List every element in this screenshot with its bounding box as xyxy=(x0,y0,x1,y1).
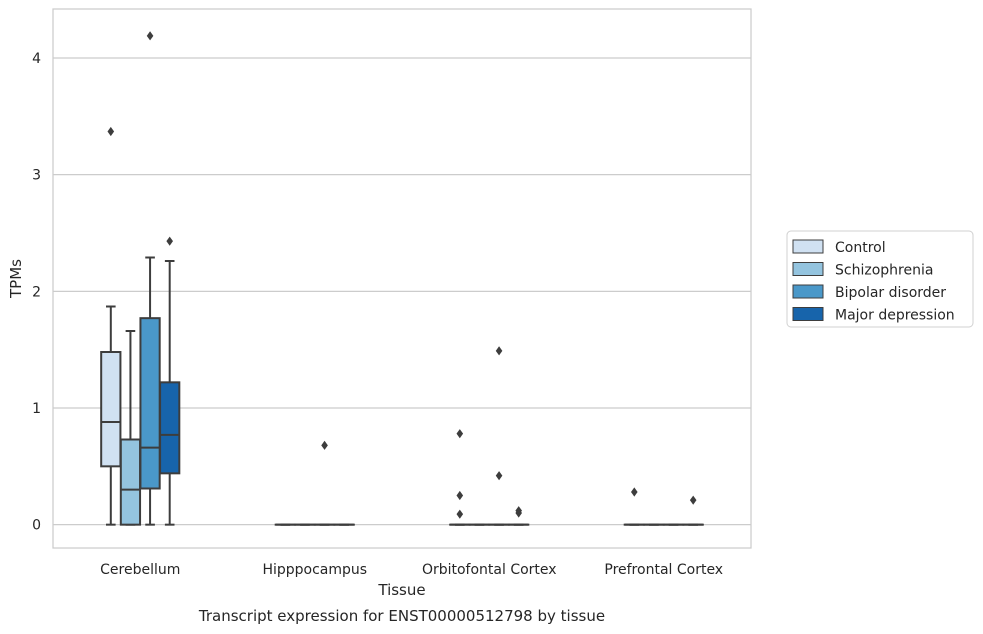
x-tick-labels: Cerebellum Hipppocampus Orbitofontal Corte… xyxy=(100,562,723,578)
legend-label: Major depression xyxy=(835,308,955,324)
y-tick-label: 3 xyxy=(32,168,41,184)
x-tick-label: Hipppocampus xyxy=(262,562,367,578)
box-schizophrenia-1 xyxy=(119,330,142,526)
legend-label: Schizophrenia xyxy=(835,263,933,279)
legend: Control Schizophrenia Bipolar disorder Majo… xyxy=(786,230,974,328)
outlier-point xyxy=(631,487,638,497)
box-major-depression-3 xyxy=(508,506,530,526)
outlier-point xyxy=(321,440,328,450)
legend-swatch xyxy=(792,262,824,276)
legend-label: Bipolar disorder xyxy=(835,285,946,301)
boxes xyxy=(100,31,704,526)
box-iqr xyxy=(100,351,122,468)
x-tick-label: Prefrontal Cortex xyxy=(604,562,723,578)
x-axis-label: Tissue xyxy=(377,581,425,599)
box-bipolar-disorder-1 xyxy=(139,31,161,526)
box-major-depression-1 xyxy=(159,236,181,526)
outlier-point xyxy=(166,236,173,246)
box-iqr xyxy=(119,438,142,526)
legend-label: Control xyxy=(835,240,886,256)
outlier-point xyxy=(456,429,464,439)
outlier-point xyxy=(515,508,522,518)
y-tick-label: 1 xyxy=(32,401,41,417)
outlier-point xyxy=(146,31,154,41)
outlier-point xyxy=(495,346,503,356)
outlier-point xyxy=(456,490,464,501)
legend-frame xyxy=(786,230,974,328)
outlier-point xyxy=(456,509,464,519)
box-iqr xyxy=(139,317,161,490)
legend-swatch xyxy=(792,284,824,299)
x-tick-label: Orbitofontal Cortex xyxy=(422,562,557,578)
plot-area-frame xyxy=(52,8,752,549)
box-control-1 xyxy=(100,126,122,526)
y-tick-label: 2 xyxy=(32,284,41,300)
box-control-3 xyxy=(449,429,471,526)
box-control-4 xyxy=(623,487,645,526)
box-bipolar-disorder-3 xyxy=(488,346,510,526)
legend-swatch xyxy=(792,239,824,254)
y-tick-labels: 0 1 2 3 4 xyxy=(32,51,41,534)
outlier-point xyxy=(689,495,697,505)
y-tick-label: 4 xyxy=(32,51,41,67)
outlier-point xyxy=(495,471,503,481)
outlier-point xyxy=(107,126,115,137)
box-bipolar-disorder-2 xyxy=(313,440,336,526)
x-tick-label: Cerebellum xyxy=(100,562,180,578)
y-axis-label: TPMs xyxy=(7,259,25,299)
box-major-depression-4 xyxy=(682,495,704,526)
box-iqr xyxy=(159,381,181,475)
chart-title: Transcript expression for ENST0000051279… xyxy=(198,607,605,625)
legend-swatch xyxy=(792,307,824,321)
y-tick-label: 0 xyxy=(32,518,41,534)
